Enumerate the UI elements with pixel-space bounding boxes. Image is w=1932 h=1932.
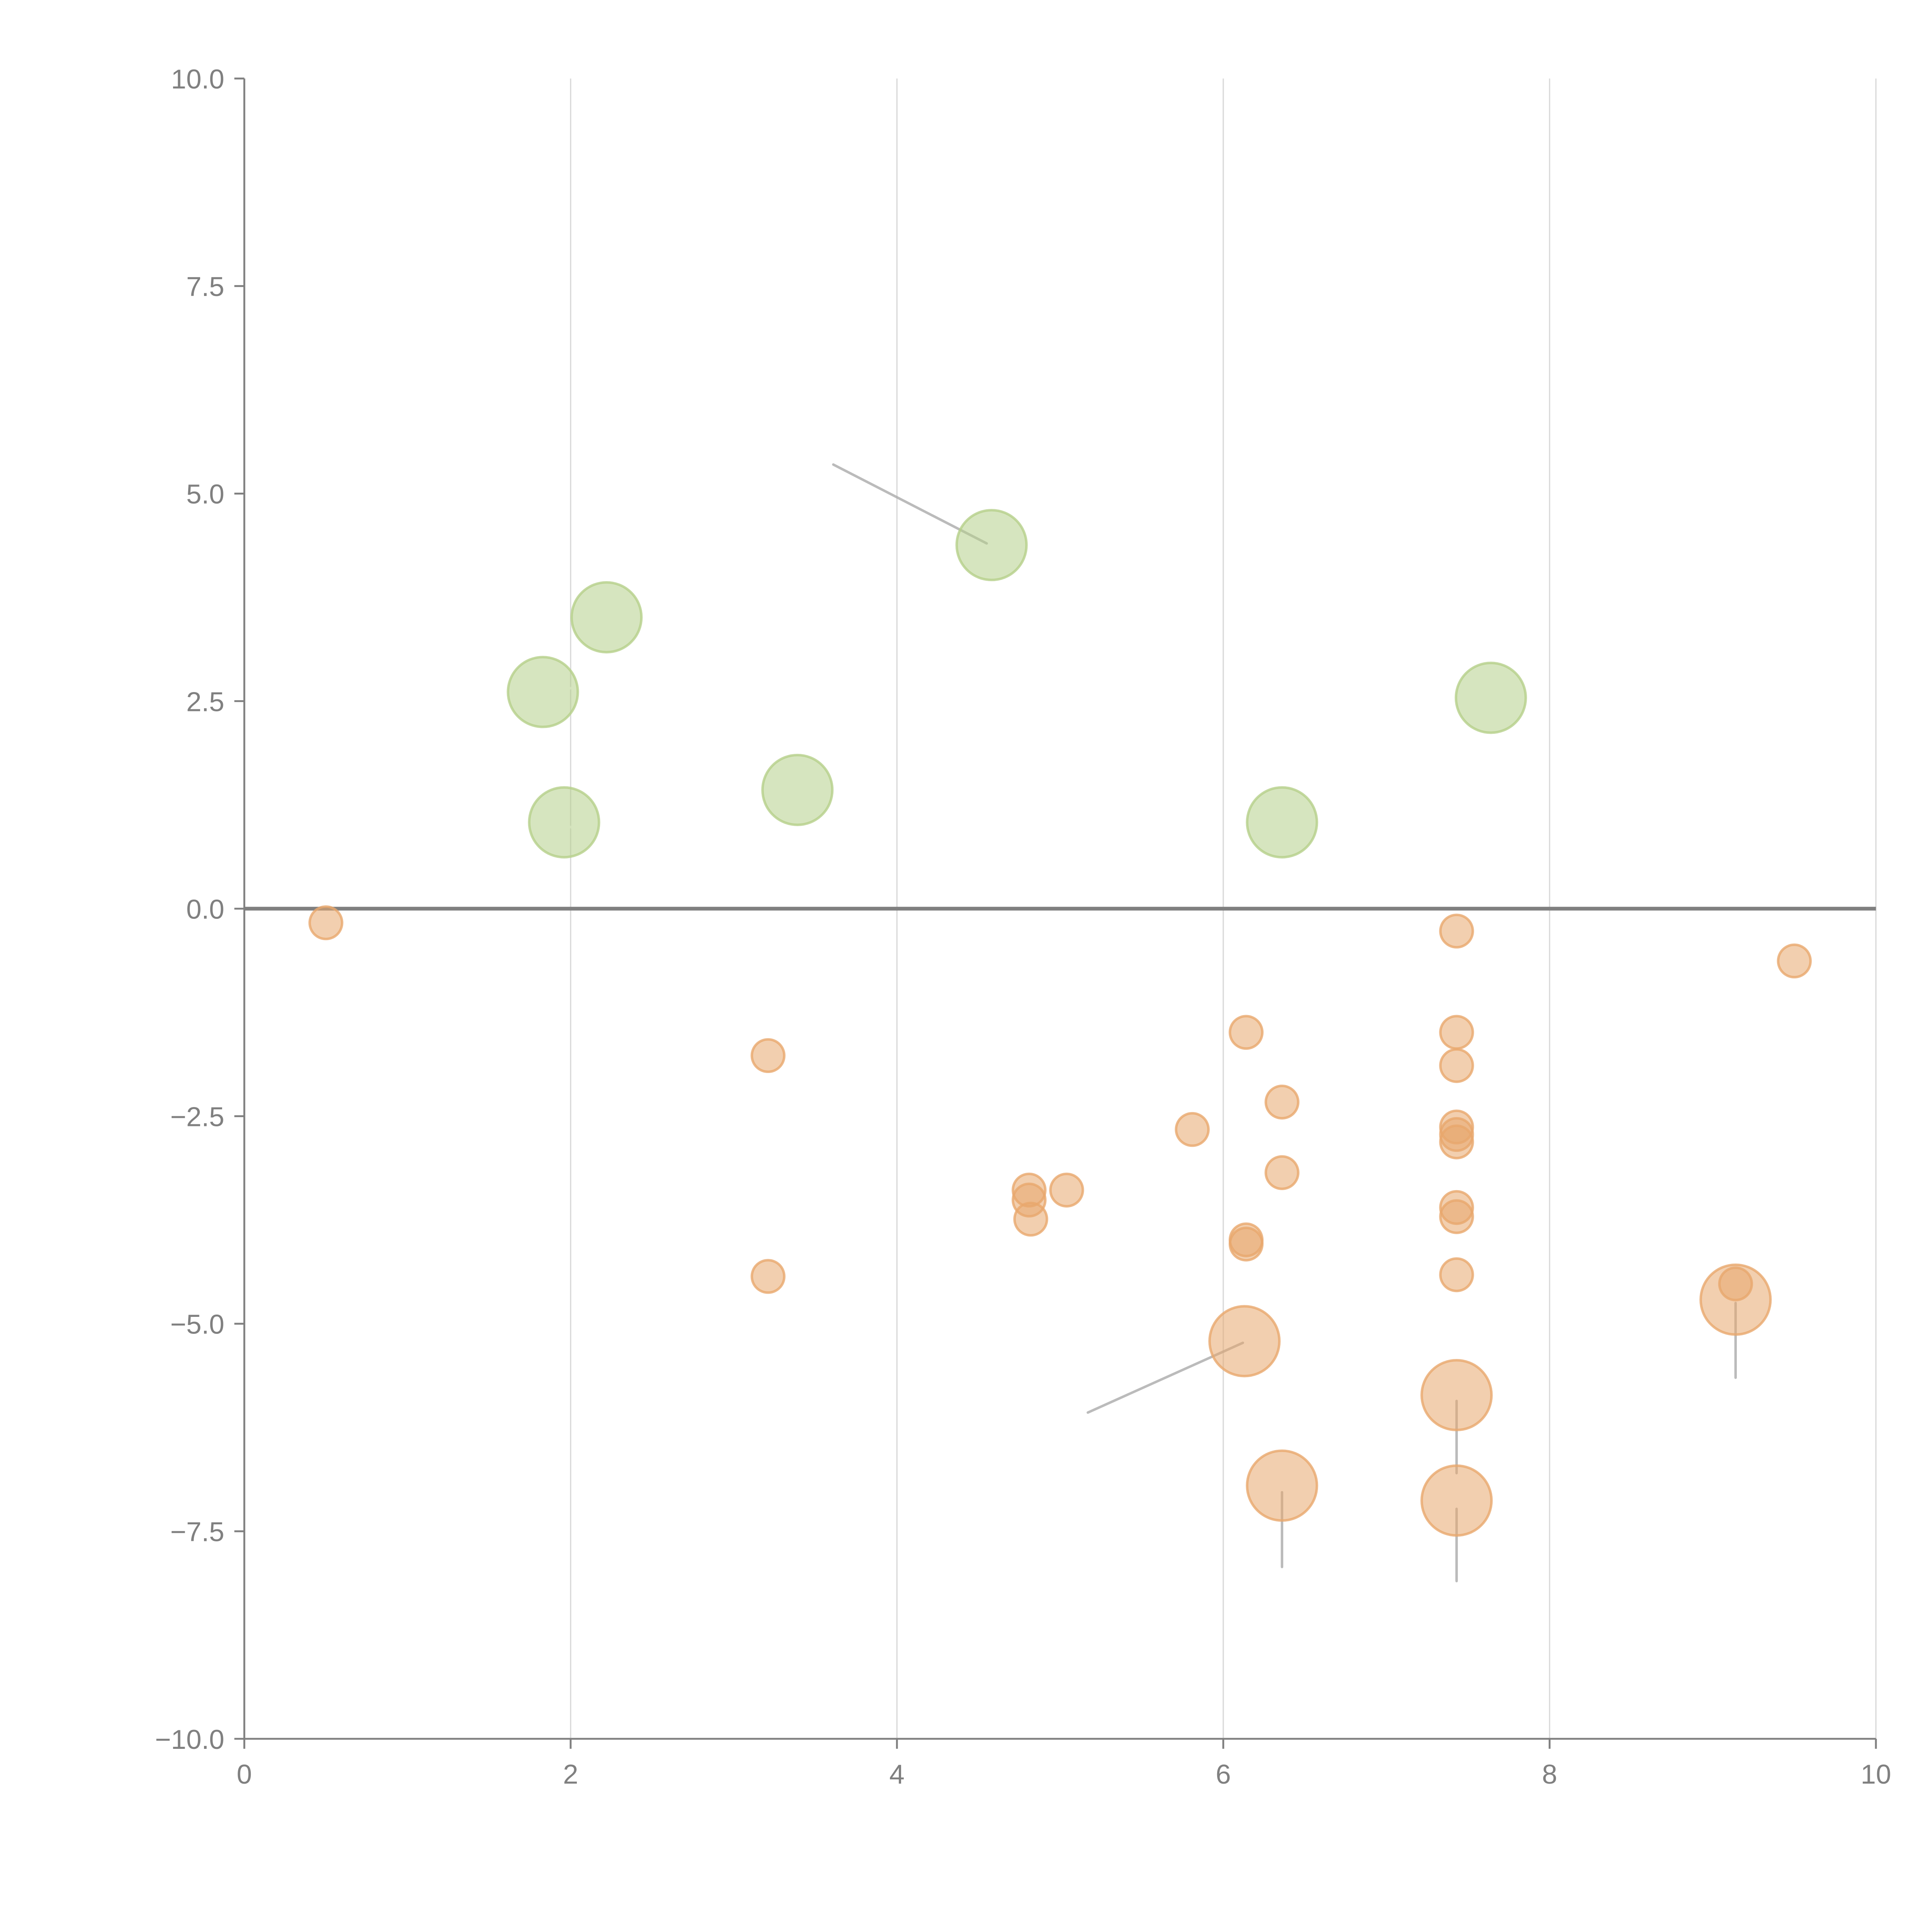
data-point bbox=[750, 1038, 786, 1073]
y-tick-label: −2.5 bbox=[170, 1102, 224, 1133]
y-tick-label: 10.0 bbox=[171, 64, 224, 95]
tick-labels: 0 2 4 6 8 10 10.0 7.5 5.0 2.5 0.0 −2.5 −5.0 −7.5 −10.0 bbox=[155, 64, 1891, 1790]
data-points bbox=[308, 509, 1812, 1537]
data-point bbox=[1264, 1155, 1299, 1190]
data-point bbox=[1777, 943, 1812, 979]
data-point bbox=[1049, 1172, 1084, 1208]
data-point bbox=[1699, 1263, 1772, 1336]
data-point bbox=[1246, 786, 1318, 859]
data-point bbox=[955, 509, 1028, 582]
data-point bbox=[1013, 1201, 1048, 1237]
data-point bbox=[1175, 1112, 1210, 1147]
x-tick-label: 6 bbox=[1216, 1759, 1231, 1790]
data-point bbox=[507, 656, 579, 728]
data-point bbox=[1439, 1257, 1474, 1293]
x-tick-label: 8 bbox=[1542, 1759, 1557, 1790]
y-tick-label: −7.5 bbox=[170, 1517, 224, 1548]
x-tick-label: 0 bbox=[237, 1759, 252, 1790]
data-point bbox=[1439, 913, 1474, 949]
data-point bbox=[1439, 1048, 1474, 1083]
data-point bbox=[1439, 1199, 1474, 1234]
data-point bbox=[570, 581, 643, 654]
x-tick-label: 4 bbox=[889, 1759, 905, 1790]
data-point bbox=[308, 905, 344, 940]
data-point bbox=[1208, 1305, 1281, 1378]
leader-lines bbox=[548, 463, 1737, 1583]
y-tick-label: 7.5 bbox=[186, 272, 224, 302]
data-point bbox=[1264, 1085, 1299, 1120]
data-point bbox=[1420, 1359, 1493, 1432]
y-tick-label: −5.0 bbox=[170, 1310, 224, 1340]
y-tick-label: 2.5 bbox=[186, 687, 224, 717]
data-point bbox=[1439, 1124, 1474, 1160]
x-tick-label: 10 bbox=[1861, 1759, 1891, 1790]
y-tick-label: 0.0 bbox=[186, 894, 224, 925]
data-point bbox=[1246, 1449, 1318, 1522]
data-point bbox=[750, 1259, 786, 1294]
data-point bbox=[761, 753, 834, 826]
data-point bbox=[528, 786, 600, 859]
data-point bbox=[1454, 662, 1527, 734]
data-point bbox=[1228, 1226, 1264, 1262]
data-point bbox=[1439, 1015, 1474, 1050]
axes bbox=[234, 77, 1877, 1749]
y-tick-label: 5.0 bbox=[186, 479, 224, 510]
data-point bbox=[1228, 1015, 1264, 1050]
data-point bbox=[1420, 1464, 1493, 1537]
y-tick-label: −10.0 bbox=[155, 1725, 224, 1755]
x-tick-label: 2 bbox=[563, 1759, 578, 1790]
